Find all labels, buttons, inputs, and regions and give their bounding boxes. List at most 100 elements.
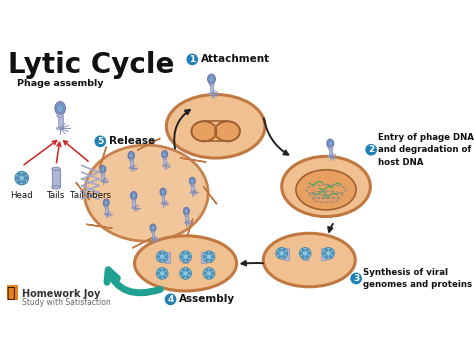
Bar xyxy=(164,159,166,166)
Circle shape xyxy=(159,275,162,278)
Ellipse shape xyxy=(104,200,108,205)
Circle shape xyxy=(323,252,327,255)
Circle shape xyxy=(188,255,191,258)
Ellipse shape xyxy=(100,165,106,173)
Circle shape xyxy=(329,255,332,258)
Ellipse shape xyxy=(209,84,214,86)
Circle shape xyxy=(159,252,162,255)
Ellipse shape xyxy=(129,159,133,161)
Polygon shape xyxy=(76,182,89,200)
Circle shape xyxy=(307,252,310,255)
Ellipse shape xyxy=(135,236,237,291)
Circle shape xyxy=(164,294,176,305)
Text: Synthesis of viral
genomes and proteins: Synthesis of viral genomes and proteins xyxy=(363,268,472,289)
Ellipse shape xyxy=(183,207,190,215)
Ellipse shape xyxy=(209,93,214,95)
Circle shape xyxy=(159,269,162,272)
Circle shape xyxy=(325,248,328,252)
Ellipse shape xyxy=(191,185,194,186)
Ellipse shape xyxy=(163,165,167,166)
Text: 5: 5 xyxy=(97,137,103,146)
Ellipse shape xyxy=(328,148,332,149)
Polygon shape xyxy=(186,219,193,240)
Circle shape xyxy=(211,272,214,275)
Ellipse shape xyxy=(184,209,188,214)
Circle shape xyxy=(24,176,28,180)
Ellipse shape xyxy=(55,101,65,115)
Ellipse shape xyxy=(328,141,332,146)
Bar xyxy=(152,233,155,239)
Polygon shape xyxy=(180,158,206,162)
Circle shape xyxy=(209,275,212,278)
Ellipse shape xyxy=(160,188,166,196)
Text: 4: 4 xyxy=(167,295,174,304)
Ellipse shape xyxy=(103,199,109,207)
Circle shape xyxy=(205,275,209,278)
Circle shape xyxy=(186,275,189,278)
Circle shape xyxy=(157,272,160,275)
Circle shape xyxy=(329,248,332,252)
Circle shape xyxy=(211,255,214,258)
Circle shape xyxy=(163,252,166,255)
Text: Homework Joy: Homework Joy xyxy=(22,289,100,299)
Circle shape xyxy=(203,272,207,275)
Text: Attachment: Attachment xyxy=(201,54,270,64)
Ellipse shape xyxy=(161,203,165,204)
Circle shape xyxy=(209,258,212,262)
Bar xyxy=(183,252,188,264)
Text: Head: Head xyxy=(10,191,33,201)
Circle shape xyxy=(94,135,106,147)
Circle shape xyxy=(156,251,168,263)
Circle shape xyxy=(180,272,183,275)
Circle shape xyxy=(301,248,305,252)
Polygon shape xyxy=(203,186,217,204)
Circle shape xyxy=(182,275,185,278)
Ellipse shape xyxy=(209,76,214,82)
Ellipse shape xyxy=(161,189,165,194)
Ellipse shape xyxy=(184,222,189,223)
Circle shape xyxy=(203,268,215,279)
Ellipse shape xyxy=(130,191,137,200)
Circle shape xyxy=(305,248,309,252)
Circle shape xyxy=(209,269,212,272)
Ellipse shape xyxy=(129,153,133,158)
Text: Tails: Tails xyxy=(47,191,65,201)
Circle shape xyxy=(276,247,288,259)
Bar xyxy=(132,201,135,208)
Bar xyxy=(321,248,326,260)
Ellipse shape xyxy=(104,206,108,208)
Bar xyxy=(191,186,194,192)
Ellipse shape xyxy=(52,186,60,189)
Circle shape xyxy=(16,176,19,180)
Ellipse shape xyxy=(150,224,156,232)
Ellipse shape xyxy=(208,74,215,84)
Circle shape xyxy=(203,255,207,258)
Bar xyxy=(328,149,332,157)
Ellipse shape xyxy=(264,233,356,287)
Polygon shape xyxy=(132,236,155,248)
Circle shape xyxy=(180,268,191,279)
Ellipse shape xyxy=(101,173,105,175)
Ellipse shape xyxy=(104,213,109,215)
Circle shape xyxy=(278,255,282,258)
Ellipse shape xyxy=(163,158,166,159)
Ellipse shape xyxy=(328,156,333,157)
Circle shape xyxy=(365,144,377,156)
Bar xyxy=(130,161,133,168)
Bar xyxy=(284,248,289,260)
Circle shape xyxy=(203,251,215,263)
Text: Phage assembly: Phage assembly xyxy=(17,80,103,89)
Circle shape xyxy=(22,173,26,177)
Bar xyxy=(164,252,170,264)
Ellipse shape xyxy=(100,180,105,182)
Circle shape xyxy=(163,258,166,262)
Polygon shape xyxy=(7,285,18,300)
Ellipse shape xyxy=(296,170,356,210)
Ellipse shape xyxy=(151,225,155,230)
Ellipse shape xyxy=(184,215,188,216)
Bar xyxy=(185,216,188,222)
Bar xyxy=(201,252,207,264)
Circle shape xyxy=(164,255,168,258)
Bar xyxy=(204,124,228,139)
Circle shape xyxy=(282,255,285,258)
